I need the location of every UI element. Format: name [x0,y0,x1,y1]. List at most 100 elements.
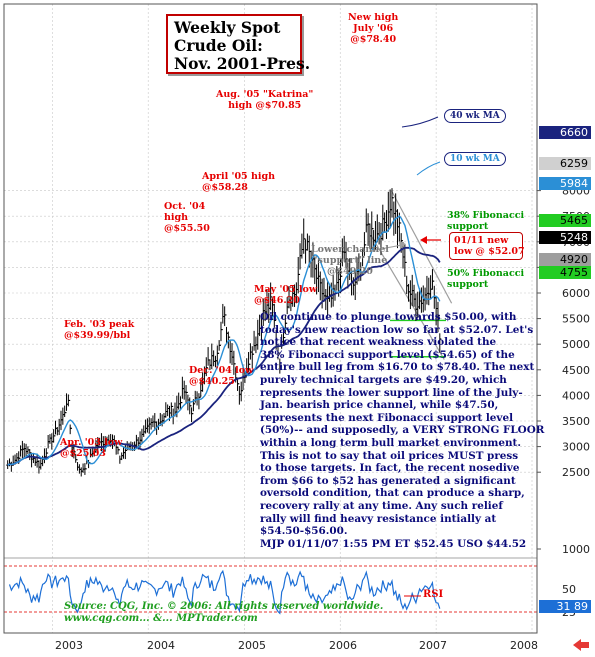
new-low-arrowhead [420,236,427,244]
ma10-label: 10 wk MA [444,152,506,166]
annotation-oct04-high: Oct. '04 high @$55.50 [164,201,210,234]
commentary-text: Oil continue to plunge towards $50.00, w… [260,311,545,550]
y-tick-label: 2500 [562,466,590,479]
annotation-fib38: 38% Fibonacci support [447,210,524,232]
y-tick-label: 5000 [562,338,590,351]
y-tick-label: 3500 [562,415,590,428]
rsi-value-a: 31 [556,600,571,613]
lower-channel-line-3: @$49.20 [327,266,373,277]
x-tick-label: 2006 [329,639,357,652]
badge-ma10-value: 5984 [539,177,591,190]
source-line-2: www.cqg.com... &... MPTrader.com [64,612,258,624]
commentary-line: oversold condition, that can produce a s… [260,487,525,500]
rsi-value-b: 89 [574,600,588,613]
x-tick-label: 2003 [55,639,83,652]
katrina-line-1: Aug. '05 "Katrina" [216,89,314,100]
scroll-left-arrow-icon[interactable] [572,638,590,652]
lower-channel-arrowhead [399,241,406,249]
channel-lower-line [371,236,445,360]
annotation-may05-low: May '05 low @$46.20 [254,284,317,306]
katrina-line-2: high @$70.85 [228,100,302,111]
annotation-feb03-peak: Feb. '03 peak @$39.99/bbl [64,319,134,341]
oct04-line-1: Oct. '04 [164,201,206,212]
commentary-line: represents the lower support line of the… [260,386,523,399]
badge-last-value: 5248 [539,231,591,244]
commentary-line: represents the next Fibonacci support le… [260,411,514,424]
commentary-line: today's new reaction low so far at $52.0… [260,323,534,336]
dec04-line-1: Dec. '04 low [189,365,254,376]
badge-fib50-value: 4755 [539,266,591,279]
new-high-line-2: July '06 [353,23,394,34]
title-line-3: Nov. 2001-Pres. [174,54,311,73]
commentary-line: entire bull leg from $16.70 to $78.40. T… [260,361,535,374]
rsi-label: RSI [423,589,444,600]
ma40-label: 40 wk MA [444,109,506,123]
new-low-line-1: 01/11 new [454,235,509,246]
commentary-line: within a long term bull market environme… [260,436,521,449]
commentary-line: (50%)-- and supposedly, a VERY STRONG FL… [260,424,545,437]
ma10-pointer [416,161,441,176]
source-line-1: Source: CQG, Inc. © 2006: All rights res… [64,601,384,612]
apr03-line-1: Apr. '03 low [60,437,123,448]
commentary-line: This is not to say that oil prices MUST … [260,449,519,462]
commentary-line: 38% Fibonacci support level ($54.65) of … [260,348,515,361]
feb03-line-2: @$39.99/bbl [64,330,131,341]
annotation-april05-high: April '05 high @$58.28 [202,171,275,193]
lower-channel-pointer [369,244,403,252]
fib50-line-1: 50% Fibonacci [447,268,525,279]
y-tick-label: 1000 [562,543,590,556]
commentary-line: from $66 to $52 has generated a signific… [260,474,516,487]
badge-ma40-value: 6660 [539,126,591,139]
x-tick-label: 2004 [147,639,175,652]
annotation-lower-channel: Lower channel "support" line @$49.20 [311,244,389,277]
commentary-line: Oil continue to plunge towards $50.00, w… [260,311,517,323]
oct04-line-3: @$55.50 [164,223,210,234]
y-tick-label: 6000 [562,287,590,300]
new-low-line-2: low @ $52.07 [454,246,525,257]
fib38-line-1: 38% Fibonacci [447,210,525,221]
commentary-line: $54.50-$56.00. [260,525,348,538]
dec04-line-2: @$40.25 [189,376,235,387]
annotation-apr03-low: Apr. '03 low @$25.03 [60,437,122,459]
commentary-line: purely technical targets are $49.20, whi… [260,373,507,386]
badge-high-value: 6259 [539,157,591,170]
channel-upper-line [390,190,453,304]
annotation-pointers [369,116,441,252]
fibonacci-lines [390,319,446,358]
commentary-line: MJP 01/11/07 1:55 PM ET $52.45 USO $44.5… [260,537,527,550]
commentary-line: Jan. bearish price channel, while $47.50… [260,399,499,412]
y-tick-label: 5500 [562,313,590,326]
title-line-1: Weekly Spot [174,18,281,37]
annotation-dec04-low: Dec. '04 low @$40.25 [189,365,253,387]
may05-line-2: @$46.20 [254,295,300,306]
badge-channel-value: 4920 [539,253,591,266]
feb03-line-1: Feb. '03 peak [64,319,135,330]
lower-channel-line-2: "support" line [312,255,388,266]
oct04-line-2: high [164,212,189,223]
price-grid [4,4,537,633]
badge-fib38-value: 5465 [539,214,591,227]
title-line-2: Crude Oil: [174,36,263,55]
ma10-line [7,215,441,466]
x-tick-label: 2007 [419,639,447,652]
rsi-line [8,569,441,615]
april05-line-2: @$58.28 [202,182,248,193]
annotation-new-low-box: 01/11 new low @ $52.07 [449,232,525,260]
x-tick-label: 2005 [238,639,266,652]
apr03-line-2: @$25.03 [60,448,106,459]
annotation-new-high: New high July '06 @$78.40 [348,12,398,45]
commentary-line: notice that recent weakness violated the [260,336,497,349]
y-tick-label: 3000 [562,441,590,454]
y-tick-label: 4000 [562,389,590,402]
rsi-tick-label: 50 [562,583,576,596]
rsi-panel [4,557,537,615]
commentary-line: to those targets. In fact, the recent no… [260,462,520,475]
badge-rsi-value: 31 89 [539,600,591,613]
ma40-pointer [401,116,439,128]
april05-line-1: April '05 high [202,171,276,182]
y-tick-label: 4500 [562,364,590,377]
new-high-line-3: @$78.40 [350,34,397,45]
commentary-line: recovery rally at any time. Any such rel… [260,499,503,512]
fib50-line-2: support [447,279,489,290]
lower-channel-line-1: Lower channel [311,244,389,255]
